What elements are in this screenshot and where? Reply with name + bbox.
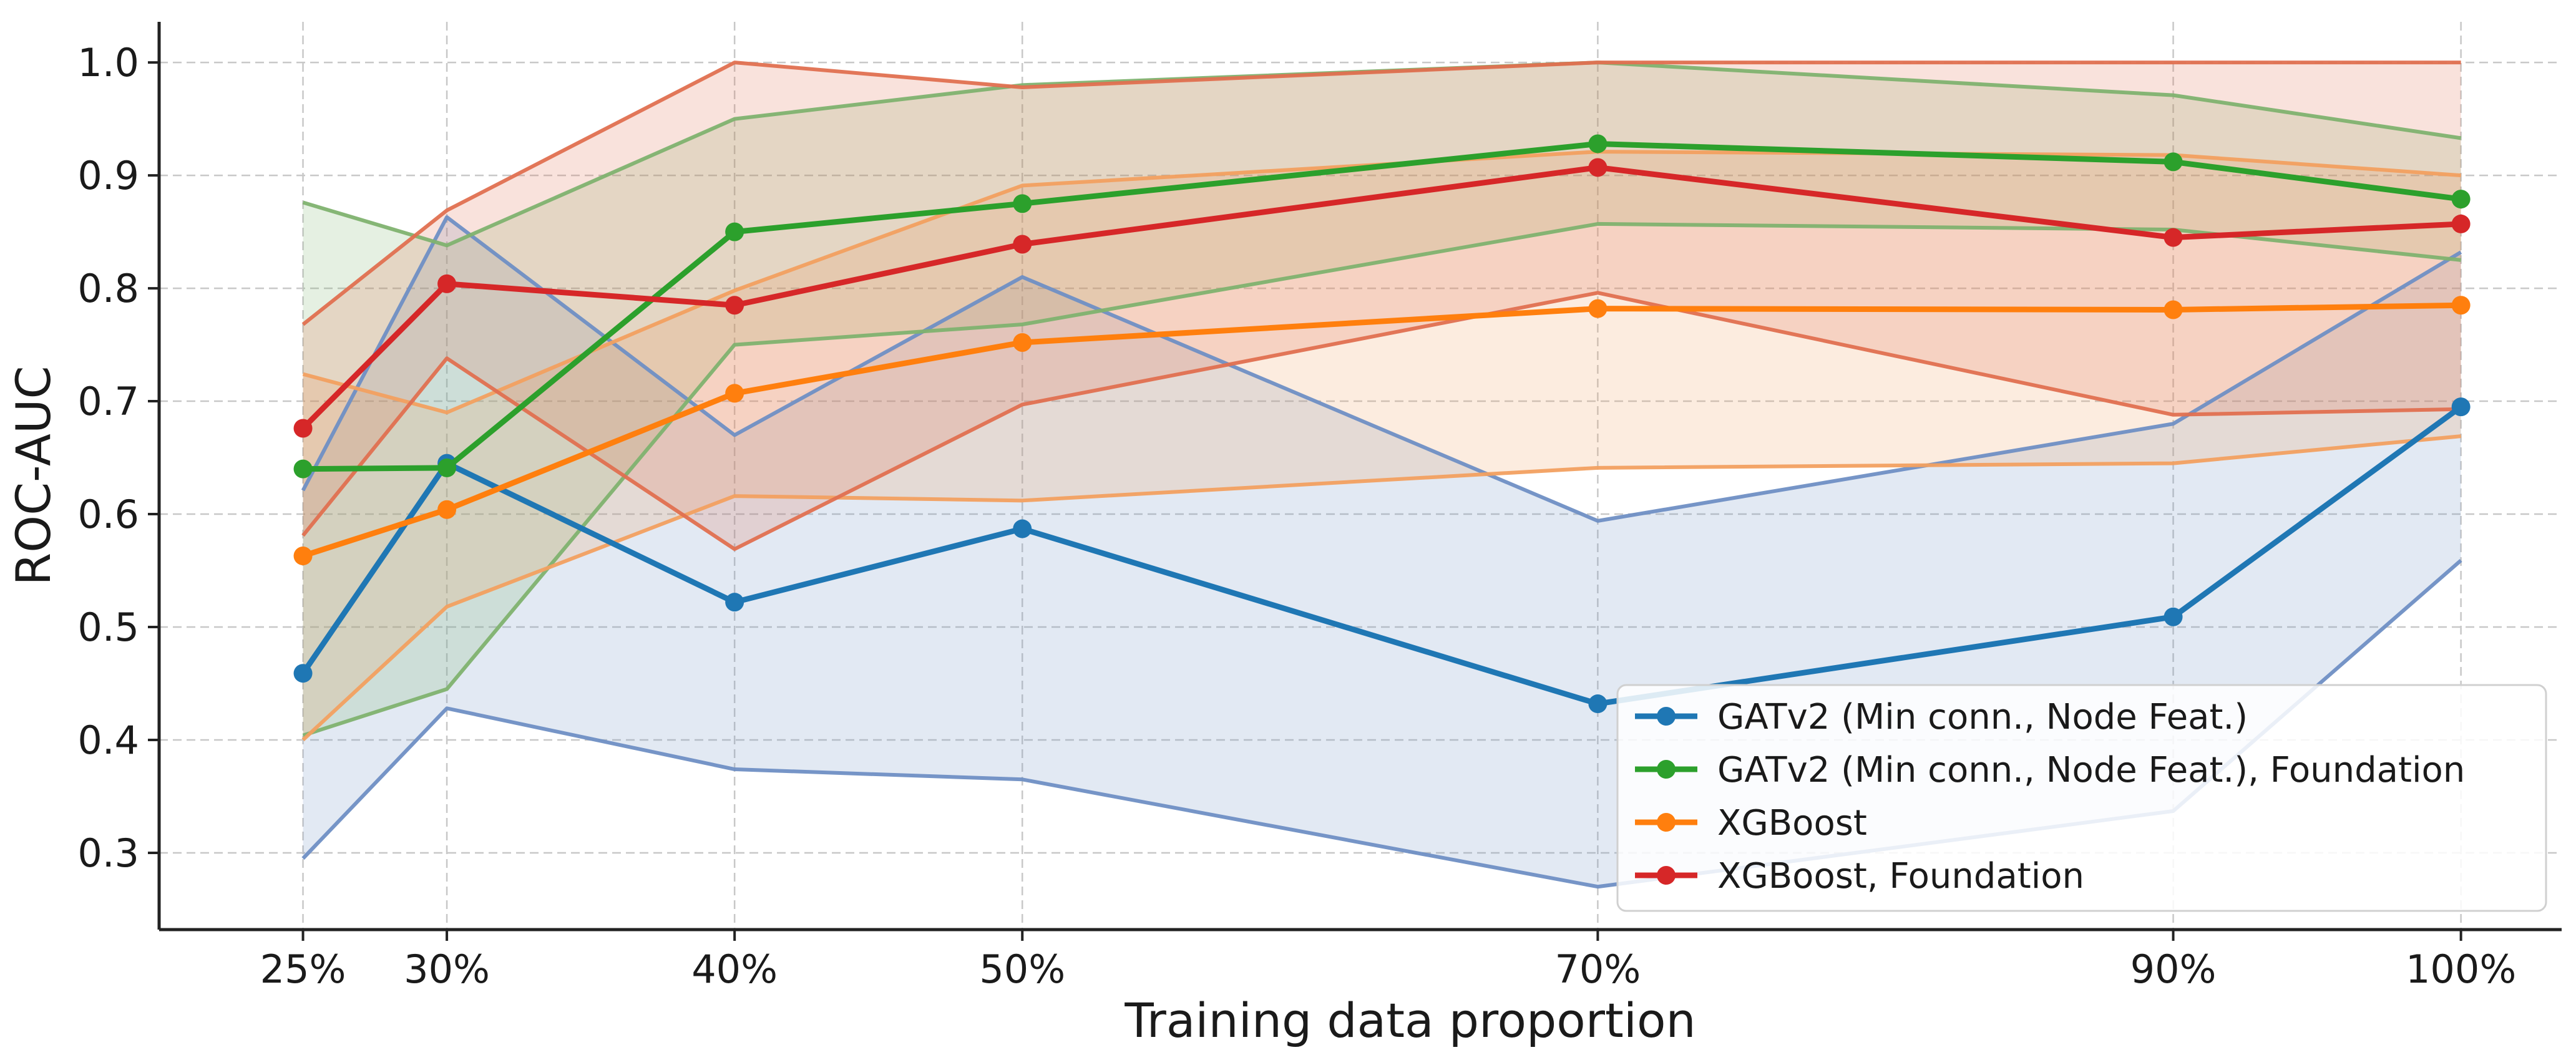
data-point-series-1 (2164, 152, 2183, 172)
data-point-series-2 (2451, 296, 2471, 315)
x-tick-label: 50% (979, 946, 1065, 992)
data-point-series-0 (725, 593, 744, 612)
y-tick-label: 0.4 (77, 717, 139, 763)
y-axis-title: ROC-AUC (6, 366, 61, 585)
y-tick-label: 0.9 (77, 153, 139, 198)
data-point-series-2 (437, 500, 457, 519)
data-point-series-3 (293, 419, 313, 438)
y-tick-label: 0.8 (77, 266, 139, 311)
band-fill-series-2 (303, 152, 2461, 740)
y-tick-label: 0.5 (77, 605, 139, 650)
data-point-series-3 (1588, 158, 1608, 177)
band-upper-line-series-3 (301, 61, 2461, 326)
data-point-series-2 (725, 384, 744, 403)
band-upper-line-series-1 (302, 61, 2462, 248)
band-fill-series-3 (303, 62, 2461, 550)
data-point-series-3 (725, 296, 744, 315)
legend-marker-swatch (1657, 813, 1676, 832)
data-point-series-3 (437, 274, 457, 293)
y-tick-label: 0.6 (77, 492, 139, 537)
tick-labels: 0.3 0.4 0.5 0.6 0.7 0.8 0.9 1.0 25% 30% 40% 50% 70% 9… (77, 40, 2516, 992)
data-point-series-3 (2451, 214, 2471, 233)
x-tick-label: 70% (1554, 946, 1641, 992)
data-point-series-1 (1013, 194, 1032, 213)
data-point-series-0 (2451, 397, 2471, 417)
data-point-series-1 (437, 458, 457, 477)
data-point-series-2 (293, 546, 313, 565)
legend-label: GATv2 (Min conn., Node Feat.), Foundatio… (1717, 750, 2465, 790)
data-point-series-0 (1588, 694, 1608, 714)
data-point-series-2 (1588, 299, 1608, 318)
x-axis-title: Training data proportion (1124, 993, 1695, 1048)
band-upper-line-series-0 (301, 215, 2462, 523)
band-fill-series-1 (303, 62, 2461, 736)
legend-box (1616, 684, 2547, 912)
data-point-series-0 (293, 664, 313, 683)
data-point-series-1 (2451, 190, 2471, 209)
legend-marker-swatch (1657, 866, 1676, 885)
legend-label: XGBoost (1717, 803, 1867, 844)
x-tick-label: 40% (691, 946, 778, 992)
data-point-series-1 (1588, 134, 1608, 153)
legend-marker-swatch (1657, 707, 1676, 726)
series-lines (293, 134, 2471, 714)
band-lower-line-series-3 (301, 291, 2461, 552)
data-point-series-3 (1013, 235, 1032, 254)
y-tick-label: 0.7 (77, 379, 139, 424)
data-point-series-3 (2164, 228, 2183, 247)
legend-marker-swatch (1657, 760, 1676, 779)
x-tick-label: 30% (404, 946, 490, 992)
data-point-series-1 (293, 459, 313, 479)
data-point-series-1 (725, 222, 744, 241)
y-tick-label: 1.0 (77, 40, 139, 85)
band-lower-line-series-2 (301, 434, 2461, 742)
axes (157, 22, 2562, 931)
x-tick-label: 100% (2406, 946, 2516, 992)
data-point-series-2 (2164, 300, 2183, 319)
y-tick-label: 0.3 (77, 830, 139, 876)
data-point-series-0 (1013, 519, 1032, 538)
x-tick-label: 25% (260, 946, 346, 992)
x-tick-label: 90% (2130, 946, 2217, 992)
legend-label: GATv2 (Min conn., Node Feat.) (1717, 697, 2248, 737)
legend: GATv2 (Min conn., Node Feat.) GATv2 (Min … (1616, 684, 2547, 912)
data-point-series-0 (2164, 607, 2183, 626)
data-point-series-2 (1013, 333, 1032, 352)
legend-label: XGBoost, Foundation (1717, 856, 2084, 897)
